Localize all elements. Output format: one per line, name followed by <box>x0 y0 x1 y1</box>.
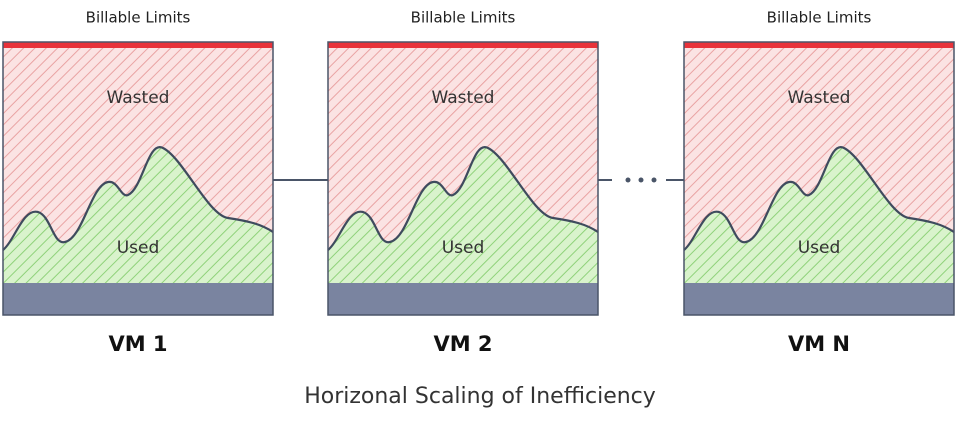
vm-panel: Billable Limits Wasted Used VM N <box>683 9 955 356</box>
limit-label: Billable Limits <box>767 9 872 27</box>
used-label: Used <box>798 238 841 258</box>
limit-label: Billable Limits <box>86 9 191 27</box>
usage-curve <box>327 146 599 251</box>
vm-label: VM 2 <box>433 332 492 356</box>
usage-curve <box>2 146 274 251</box>
ellipsis-dot <box>638 177 644 183</box>
ellipsis-dot <box>651 177 657 183</box>
vm-panel: Billable Limits Wasted Used VM 2 <box>327 9 599 356</box>
used-label: Used <box>117 238 160 258</box>
wasted-label: Wasted <box>788 88 851 108</box>
used-area <box>684 147 954 283</box>
ellipsis-dot <box>625 177 631 183</box>
base-bar <box>684 283 954 315</box>
vm-panel: Billable Limits Wasted Used VM 1 <box>2 9 274 356</box>
limit-label: Billable Limits <box>411 9 516 27</box>
used-label: Used <box>442 238 485 258</box>
wasted-label: Wasted <box>107 88 170 108</box>
panel-border <box>2 41 274 316</box>
usage-curve <box>683 146 955 251</box>
limit-bar <box>3 42 273 48</box>
panel-border <box>683 41 955 316</box>
used-area <box>3 147 273 283</box>
vm-label: VM 1 <box>108 332 167 356</box>
base-bar <box>3 283 273 315</box>
limit-bar <box>684 42 954 48</box>
panel-border <box>327 41 599 316</box>
limit-bar <box>328 42 598 48</box>
used-area <box>328 147 598 283</box>
wasted-label: Wasted <box>432 88 495 108</box>
base-bar <box>328 283 598 315</box>
caption: Horizonal Scaling of Inefficiency <box>304 384 656 409</box>
vm-label: VM N <box>788 332 850 356</box>
